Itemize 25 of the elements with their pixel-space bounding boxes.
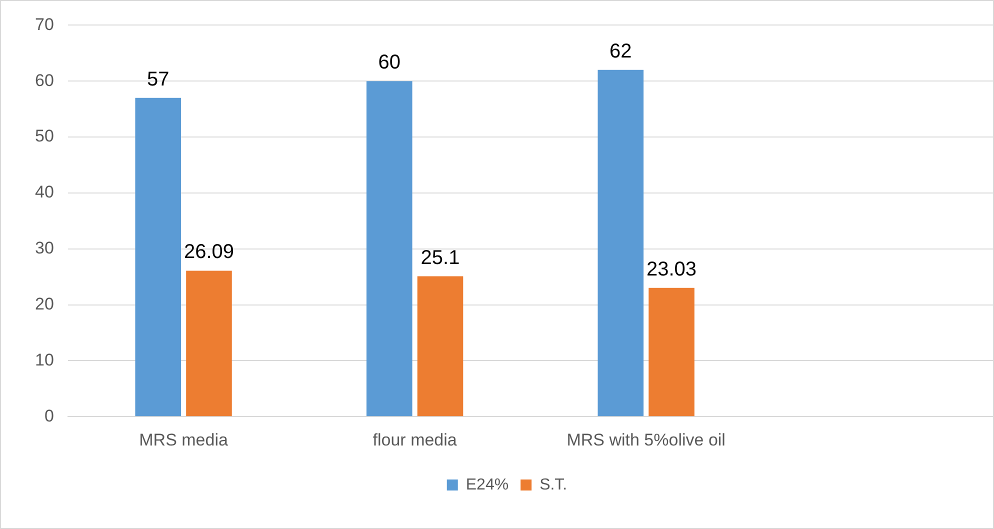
data-label: 23.03 — [646, 258, 697, 280]
data-label: 26.09 — [184, 241, 234, 264]
y-tick-label: 0 — [44, 406, 54, 426]
y-tick-label: 10 — [34, 350, 54, 370]
data-label: 25.1 — [420, 246, 460, 269]
y-tick-label: 70 — [34, 14, 54, 34]
legend-label: S.T. — [540, 476, 568, 494]
y-tick-label: 60 — [34, 70, 54, 90]
y-tick-label: 40 — [34, 182, 54, 202]
y-tick-label: 30 — [34, 238, 54, 258]
x-tick-label: MRS media — [139, 430, 228, 450]
bar — [598, 70, 644, 416]
data-label: 62 — [610, 40, 632, 62]
legend-label: E24% — [466, 476, 509, 494]
data-label: 60 — [378, 52, 401, 74]
bar — [417, 276, 464, 416]
bar — [186, 270, 232, 416]
y-tick-label: 50 — [34, 126, 54, 146]
bar — [648, 288, 694, 416]
y-tick-label: 20 — [34, 294, 54, 314]
x-tick-label: MRS with 5%olive oil — [566, 430, 726, 450]
data-label: 57 — [146, 68, 170, 90]
x-tick-label: flour media — [372, 430, 458, 450]
bar — [135, 98, 181, 416]
bar — [366, 81, 412, 416]
